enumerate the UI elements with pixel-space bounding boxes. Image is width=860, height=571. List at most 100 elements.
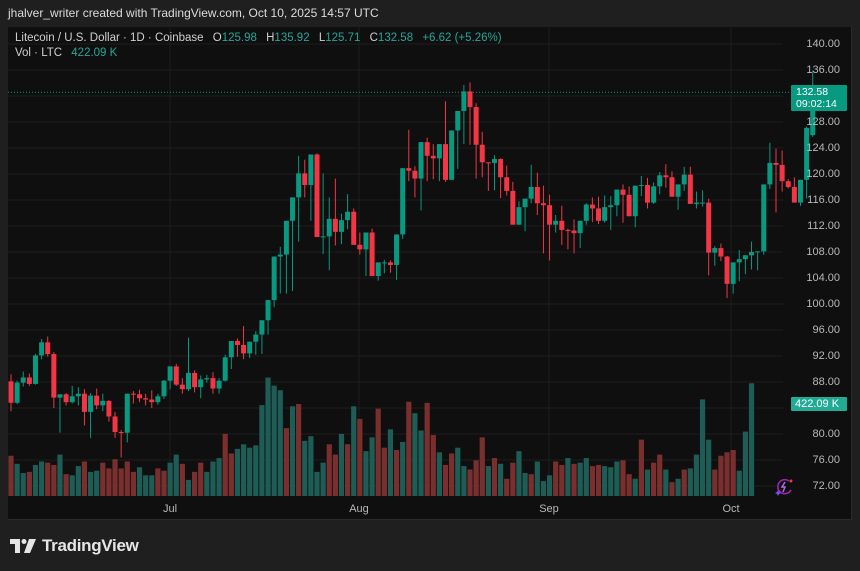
candle bbox=[302, 159, 308, 198]
candle bbox=[14, 380, 20, 405]
candle bbox=[338, 213, 344, 245]
candle bbox=[167, 366, 173, 390]
candle bbox=[412, 166, 418, 198]
price-axis-label: 80.00 bbox=[812, 428, 840, 440]
candle bbox=[614, 189, 620, 217]
candle bbox=[265, 300, 271, 335]
candle bbox=[32, 354, 38, 385]
tradingview-logo-icon bbox=[10, 539, 36, 553]
price-axis-label: 112.00 bbox=[807, 220, 840, 232]
candle bbox=[559, 205, 565, 245]
candle bbox=[767, 142, 773, 189]
candle bbox=[681, 166, 687, 191]
candle bbox=[706, 198, 712, 276]
candle bbox=[736, 250, 742, 282]
candle bbox=[100, 393, 106, 412]
candle bbox=[283, 220, 289, 294]
candle bbox=[247, 341, 253, 358]
candle bbox=[94, 388, 100, 410]
candle bbox=[602, 195, 608, 223]
candle bbox=[351, 208, 357, 245]
time-axis-label: Oct bbox=[722, 503, 740, 515]
candle bbox=[69, 385, 75, 404]
candle bbox=[8, 374, 14, 412]
chart-panel[interactable] bbox=[8, 27, 852, 520]
candle bbox=[534, 172, 540, 215]
candle bbox=[712, 246, 718, 266]
candle bbox=[88, 393, 94, 438]
candle bbox=[130, 391, 136, 404]
candle bbox=[547, 194, 553, 261]
candle bbox=[540, 185, 546, 254]
candle bbox=[345, 194, 351, 230]
candle bbox=[608, 196, 614, 230]
price-axis-label: 72.00 bbox=[812, 480, 840, 492]
candle bbox=[326, 197, 332, 271]
low-value: 125.71 bbox=[325, 32, 361, 44]
candle bbox=[241, 326, 247, 360]
volume-row: Vol · LTC 422.09 K bbox=[15, 46, 502, 61]
candle bbox=[742, 255, 748, 275]
close-value: 132.58 bbox=[377, 32, 414, 44]
candle bbox=[467, 82, 473, 145]
candle bbox=[290, 197, 296, 291]
candle bbox=[749, 241, 755, 270]
candle bbox=[663, 164, 669, 188]
candle bbox=[651, 182, 657, 204]
time-axis-label: Sep bbox=[539, 503, 559, 515]
candle bbox=[510, 181, 516, 225]
candle bbox=[155, 393, 161, 405]
candle bbox=[730, 262, 736, 294]
candle bbox=[406, 129, 412, 182]
price-axis-label: 136.00 bbox=[806, 64, 840, 76]
candle bbox=[161, 380, 167, 399]
candle bbox=[81, 389, 87, 426]
bar-countdown: 09:02:14 bbox=[796, 98, 837, 110]
tradingview-logo[interactable]: TradingView bbox=[10, 536, 139, 556]
candle bbox=[589, 197, 595, 223]
candle bbox=[118, 430, 124, 458]
candle bbox=[222, 354, 228, 382]
candle bbox=[149, 390, 155, 408]
lightning-alert-icon[interactable] bbox=[774, 477, 794, 497]
candle bbox=[375, 262, 381, 281]
last-price-tag: 132.58 09:02:14 bbox=[791, 85, 847, 111]
candle bbox=[394, 234, 400, 280]
candle bbox=[491, 155, 497, 191]
candle bbox=[400, 168, 406, 239]
candle bbox=[479, 131, 485, 178]
candle bbox=[204, 374, 210, 383]
volume-title[interactable]: Vol · LTC bbox=[15, 47, 63, 59]
candle bbox=[234, 338, 240, 357]
price-axis-label: 120.00 bbox=[806, 168, 840, 180]
volume-value: 422.09 K bbox=[71, 47, 118, 59]
candle bbox=[363, 232, 369, 277]
candle bbox=[718, 243, 724, 262]
price-axis-label: 124.00 bbox=[806, 142, 840, 154]
candle bbox=[485, 162, 491, 191]
last-volume-tag: 422.09 K bbox=[791, 397, 847, 411]
last-price: 132.58 bbox=[796, 86, 829, 98]
candle bbox=[424, 137, 430, 182]
candle bbox=[791, 177, 797, 203]
candle bbox=[693, 191, 699, 209]
candle bbox=[20, 371, 26, 387]
chart-legend: Litecoin / U.S. Dollar · 1D · Coinbase O… bbox=[15, 31, 502, 61]
candlestick-chart[interactable] bbox=[8, 27, 852, 520]
candle bbox=[577, 220, 583, 249]
symbol-label[interactable]: Litecoin / U.S. Dollar · 1D · Coinbase bbox=[15, 32, 204, 44]
candle bbox=[57, 394, 63, 433]
candle bbox=[583, 203, 589, 225]
candle bbox=[320, 173, 326, 254]
candle bbox=[45, 336, 51, 357]
candle bbox=[804, 126, 810, 199]
candle bbox=[455, 110, 461, 169]
candle bbox=[797, 179, 803, 206]
candle bbox=[314, 153, 320, 238]
candle bbox=[143, 393, 149, 406]
candle bbox=[644, 177, 650, 209]
candle bbox=[198, 375, 204, 399]
price-axis-label: 128.00 bbox=[806, 116, 840, 128]
candle bbox=[596, 196, 602, 225]
candle bbox=[179, 378, 185, 394]
